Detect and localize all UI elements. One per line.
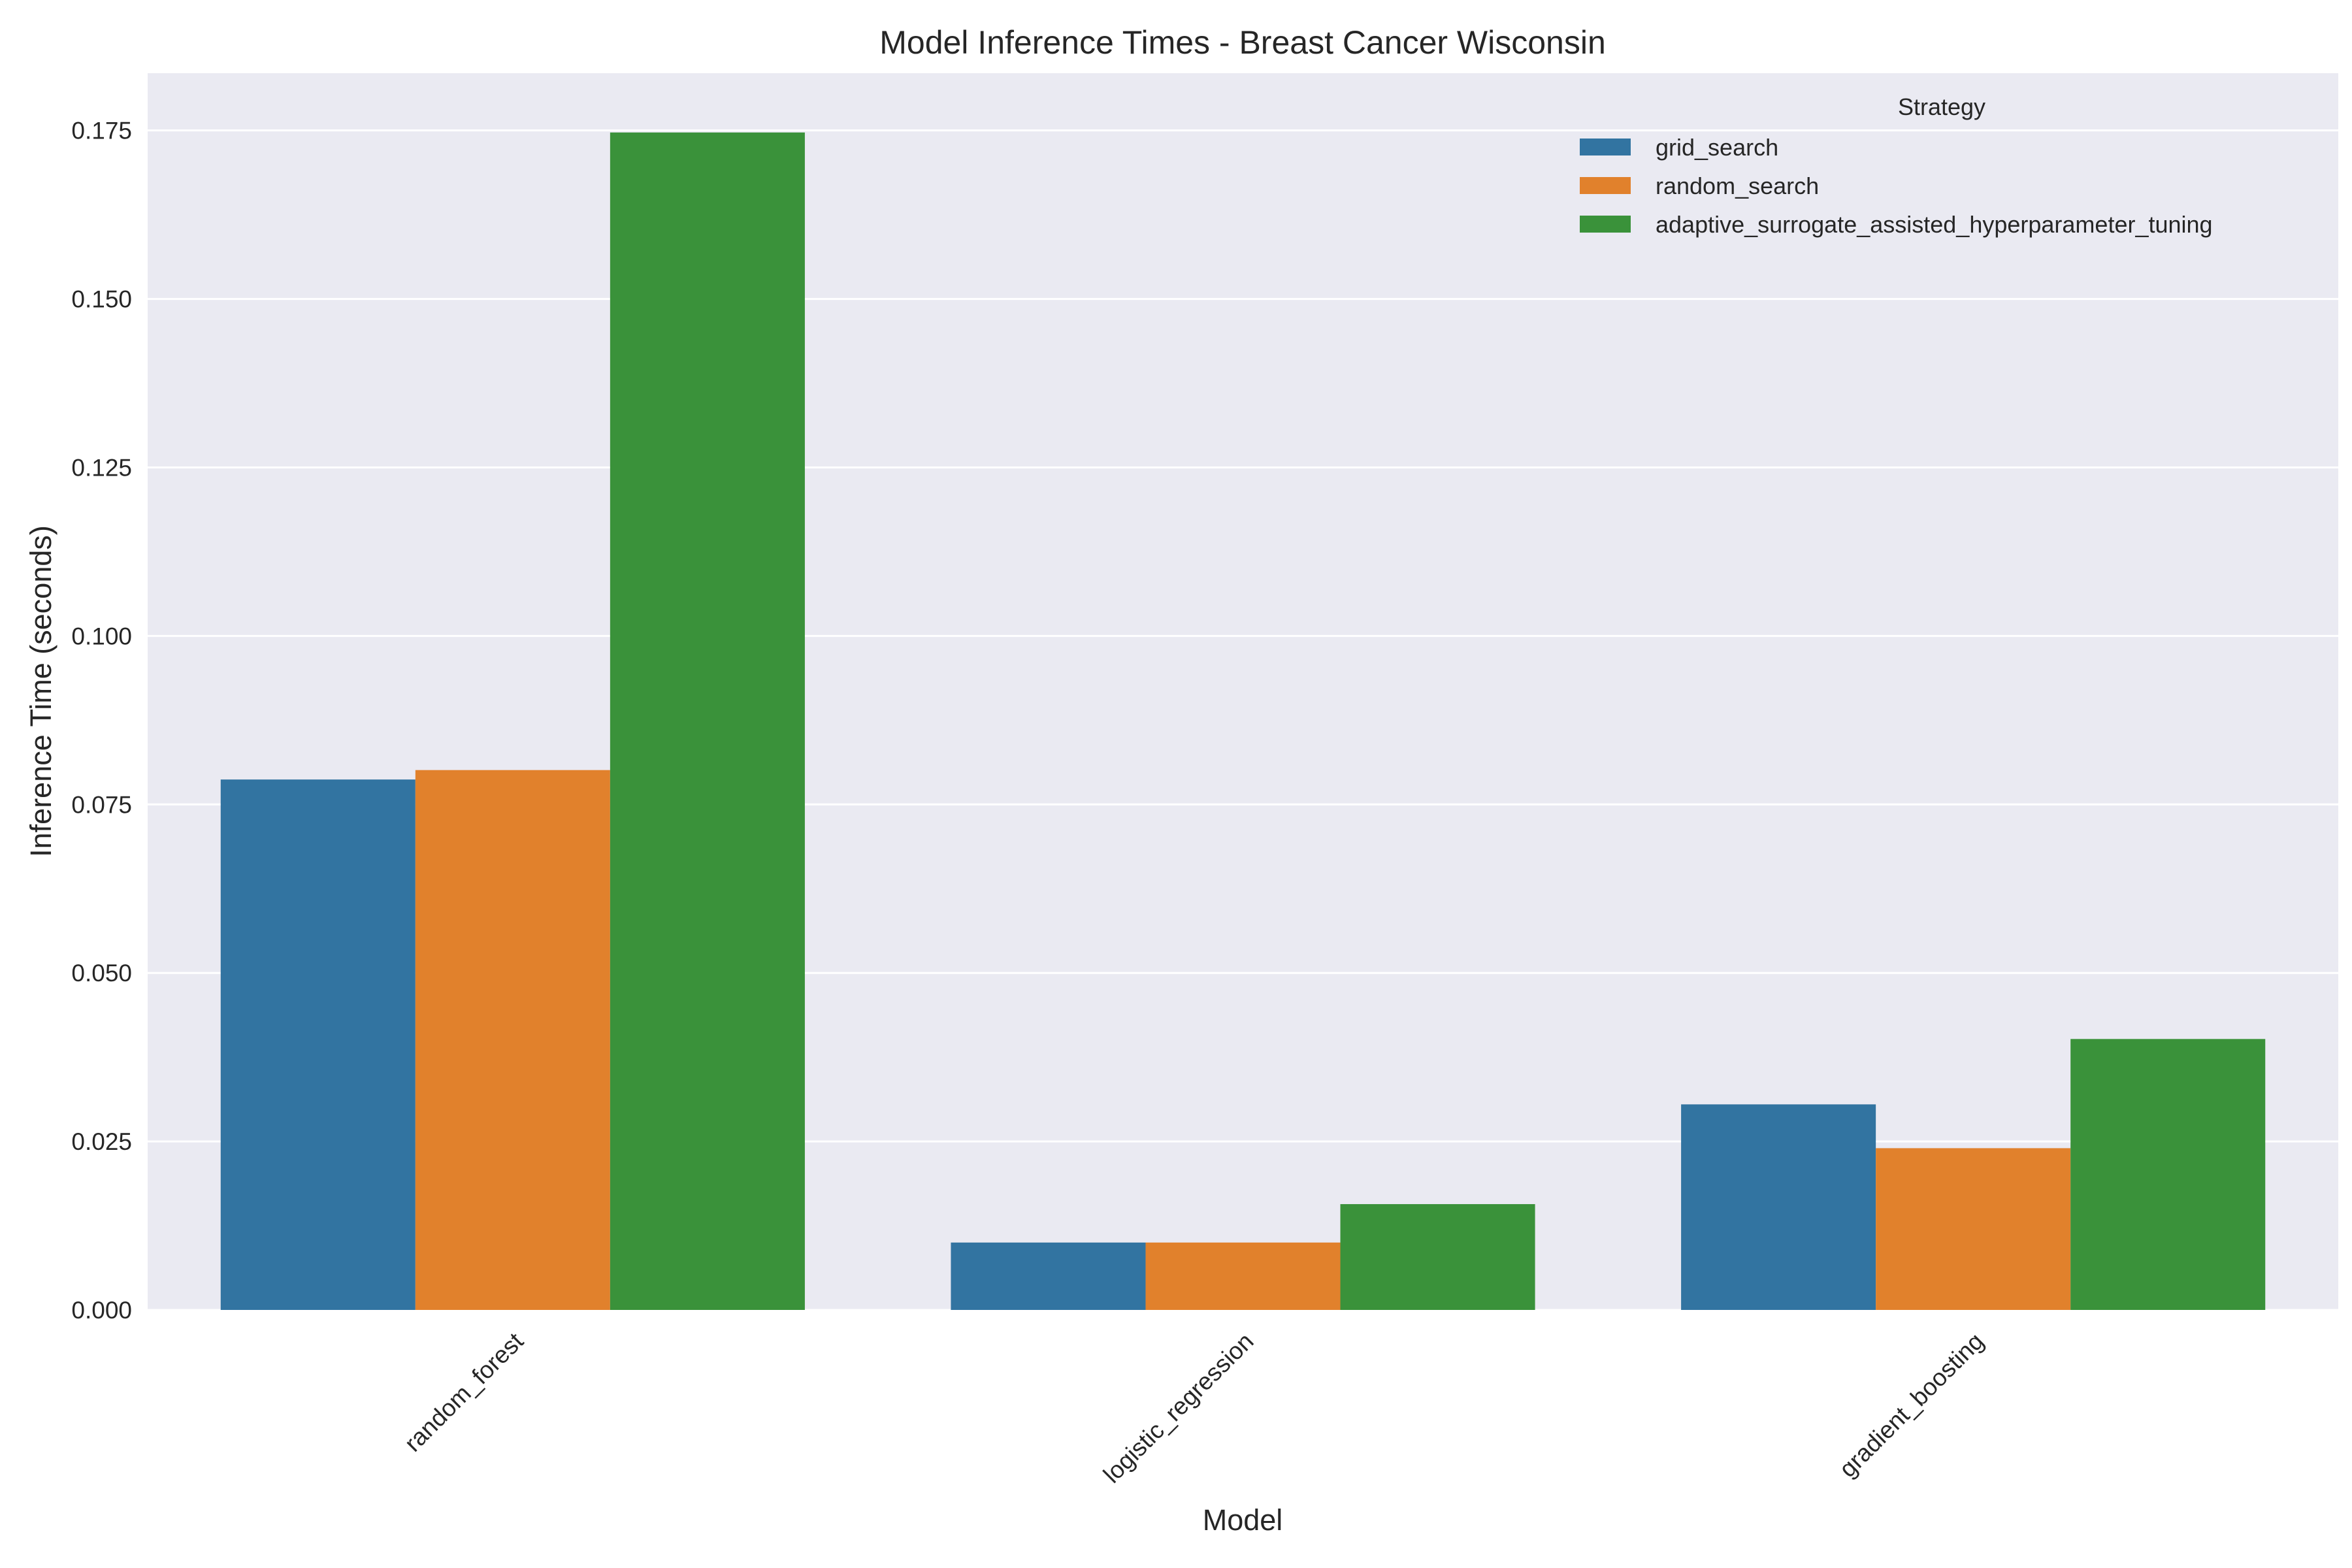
y-tick-label: 0.000 <box>71 1297 132 1324</box>
y-tick-label: 0.125 <box>71 454 132 481</box>
legend-swatch <box>1580 139 1631 155</box>
y-tick-label: 0.175 <box>71 118 132 144</box>
legend-label: random_search <box>1656 172 1819 199</box>
legend-item: random_search <box>1580 172 1819 199</box>
x-tick-label: random_forest <box>399 1328 529 1457</box>
legend-swatch <box>1580 216 1631 233</box>
y-tick-label: 0.025 <box>71 1128 132 1155</box>
bar-grid_search-random_forest <box>220 779 416 1310</box>
legend-item: adaptive_surrogate_assisted_hyperparamet… <box>1580 211 2213 238</box>
bar-adaptive_surrogate_assisted_hyperparameter_tuning-logistic_regression <box>1340 1204 1535 1310</box>
legend-label: grid_search <box>1656 134 1778 161</box>
legend-swatch <box>1580 177 1631 194</box>
legend-label: adaptive_surrogate_assisted_hyperparamet… <box>1656 211 2213 238</box>
y-tick-label: 0.075 <box>71 791 132 818</box>
legend-title: Strategy <box>1898 93 1985 120</box>
legend: Strategy grid_search random_search adapt… <box>1580 93 2213 238</box>
bars <box>220 132 2266 1310</box>
y-tick-labels: 0.000 0.025 0.050 0.075 0.100 0.125 0.150 0.175 <box>71 118 132 1324</box>
legend-item: grid_search <box>1580 134 1778 161</box>
y-tick-label: 0.100 <box>71 623 132 649</box>
bar-adaptive_surrogate_assisted_hyperparameter_tuning-gradient_boosting <box>2070 1039 2266 1310</box>
bar-random_search-random_forest <box>415 770 610 1310</box>
x-axis-label: Model <box>1203 1503 1283 1537</box>
x-tick-label: gradient_boosting <box>1834 1328 1989 1482</box>
bar-random_search-gradient_boosting <box>1876 1148 2071 1310</box>
x-tick-label: logistic_regression <box>1098 1328 1259 1488</box>
y-tick-label: 0.150 <box>71 286 132 313</box>
bar-grid_search-gradient_boosting <box>1681 1104 1876 1310</box>
bar-random_search-logistic_regression <box>1145 1242 1341 1310</box>
chart-title: Model Inference Times - Breast Cancer Wi… <box>879 24 1606 61</box>
bar-adaptive_surrogate_assisted_hyperparameter_tuning-random_forest <box>610 132 805 1310</box>
x-tick-labels: random_forest logistic_regression gradient… <box>399 1328 1989 1488</box>
bar-grid_search-logistic_regression <box>951 1242 1146 1310</box>
y-axis-label: Inference Time (seconds) <box>24 525 57 857</box>
y-tick-label: 0.050 <box>71 960 132 987</box>
